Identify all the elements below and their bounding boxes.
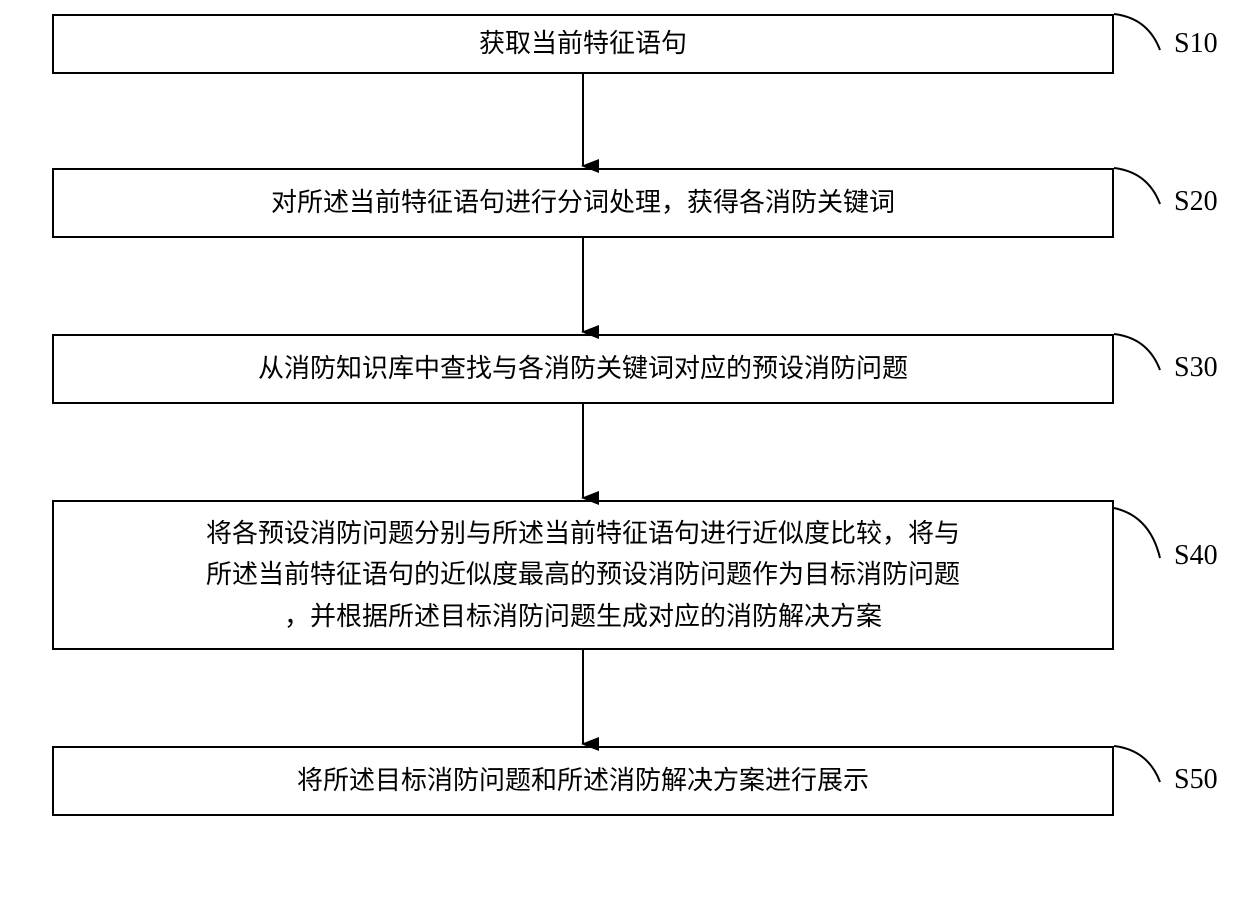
connector-svg (0, 0, 1240, 898)
callout-s10 (1114, 14, 1160, 50)
callout-s20 (1114, 168, 1160, 204)
callout-s40 (1114, 508, 1160, 558)
callout-s50 (1114, 746, 1160, 782)
flowchart-canvas: 获取当前特征语句 S10 对所述当前特征语句进行分词处理，获得各消防关键词 S2… (0, 0, 1240, 898)
callout-s30 (1114, 334, 1160, 370)
